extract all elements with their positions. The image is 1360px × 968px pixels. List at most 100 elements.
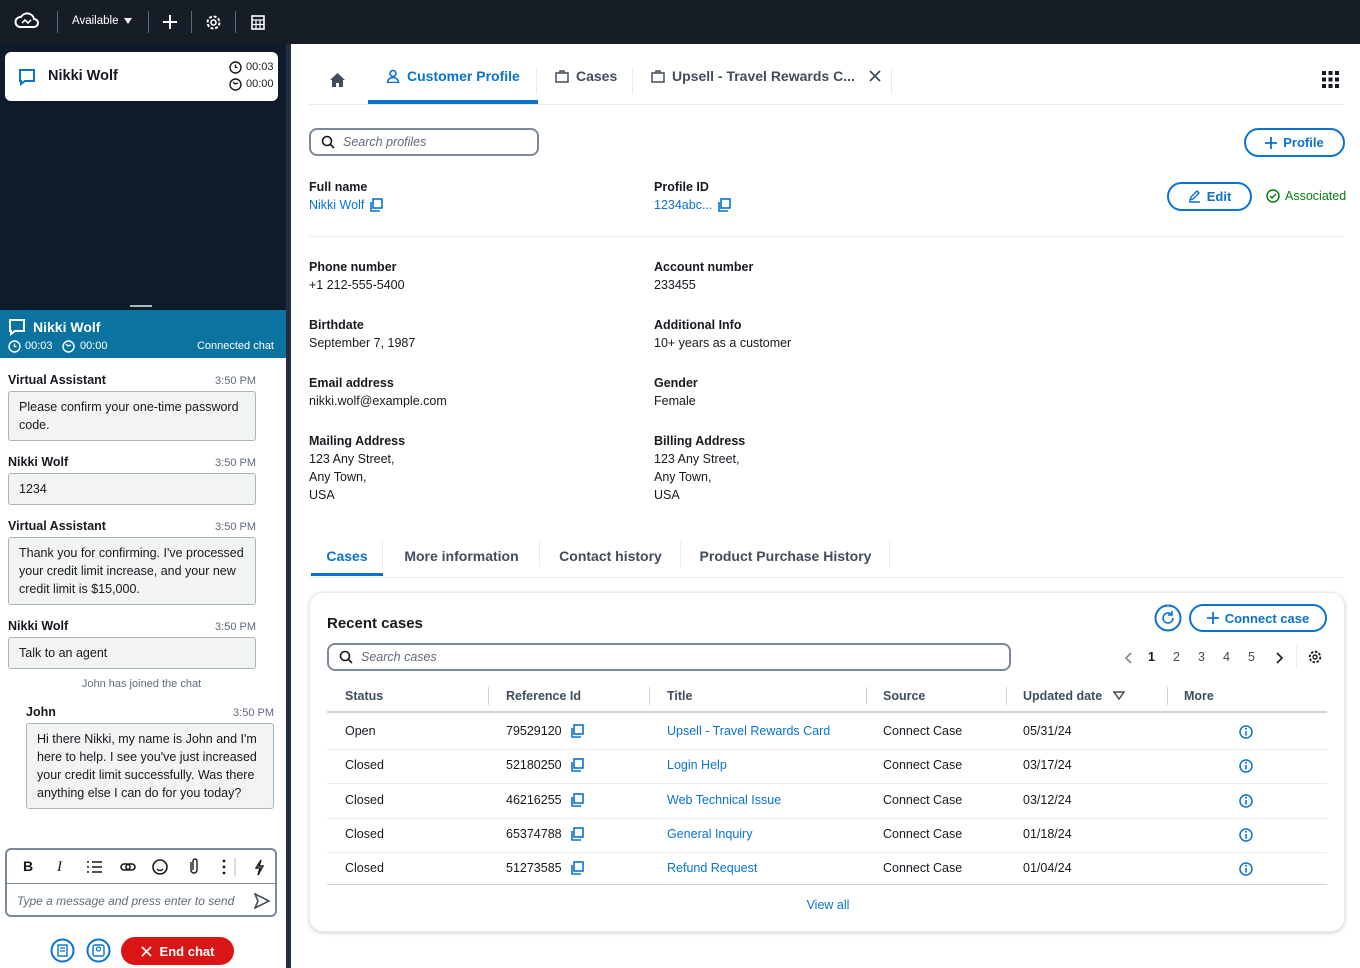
add-icon[interactable]: [162, 14, 178, 30]
logo: [14, 12, 39, 28]
timestamp: 3:50 PM: [215, 375, 256, 387]
profile-search[interactable]: Search profiles: [309, 128, 539, 156]
header-label: Title: [667, 689, 693, 703]
home-tab[interactable]: [329, 72, 346, 88]
tab[interactable]: Customer Profile: [368, 68, 538, 104]
tab-label: Cases: [576, 68, 618, 84]
customer-profile-button[interactable]: [86, 938, 111, 963]
case-details-icon[interactable]: [1239, 793, 1253, 808]
table-cell[interactable]: Login Help: [667, 758, 727, 772]
field-label: Additional Info: [654, 318, 742, 332]
case-title-link[interactable]: Web Technical Issue: [667, 792, 782, 807]
connect-case-button[interactable]: Connect case: [1189, 604, 1327, 632]
calculator-icon[interactable]: [251, 15, 265, 30]
sub-tab[interactable]: More information: [404, 548, 519, 564]
table-bottom: [327, 884, 1327, 885]
message-bubble: Please confirm your one-time password co…: [8, 391, 256, 441]
tab[interactable]: Cases: [537, 68, 633, 104]
copy-icon[interactable]: [570, 758, 584, 773]
tab[interactable]: Upsell - Travel Rewards C...: [633, 68, 891, 104]
end-chat-button[interactable]: End chat: [121, 937, 234, 965]
case-details-icon[interactable]: [1239, 759, 1253, 774]
case-title-link[interactable]: Upsell - Travel Rewards Card: [667, 724, 831, 738]
case-details-icon[interactable]: [1239, 862, 1253, 876]
send-icon[interactable]: [254, 893, 270, 909]
header-label: More: [1184, 689, 1214, 703]
sub-tab[interactable]: Contact history: [559, 548, 662, 564]
case-search[interactable]: Search cases: [327, 643, 1011, 671]
timestamp: 3:50 PM: [215, 521, 256, 533]
copy-icon[interactable]: [369, 198, 384, 212]
page-number[interactable]: 3: [1198, 650, 1205, 664]
page-number[interactable]: 4: [1223, 650, 1230, 664]
settings-icon[interactable]: [205, 14, 222, 31]
value-text[interactable]: Nikki Wolf: [309, 198, 365, 212]
close-tab[interactable]: [868, 69, 882, 83]
tab-separator: [382, 541, 383, 567]
case-details-icon[interactable]: [1239, 828, 1253, 842]
timer: 00:00: [246, 78, 274, 90]
add-profile-button[interactable]: Profile: [1244, 128, 1345, 157]
view-all-link[interactable]: View all: [806, 898, 850, 912]
field-label: Phone number: [309, 260, 397, 274]
table-cell[interactable]: Refund Request: [667, 861, 757, 875]
status-label: Available: [72, 15, 119, 27]
table-cell[interactable]: General Inquiry: [667, 827, 752, 841]
copy-icon[interactable]: [570, 792, 584, 807]
next-page[interactable]: [1272, 651, 1286, 665]
message-header: John 3:50 PM: [26, 705, 274, 719]
contact-card[interactable]: Nikki Wolf 00:03 00:00: [5, 52, 278, 101]
hold-icon: [62, 340, 75, 353]
apps-icon[interactable]: [1322, 71, 1339, 88]
refresh-button[interactable]: [1154, 604, 1182, 632]
chat-event: John has joined the chat: [81, 678, 202, 690]
sub-tab[interactable]: Product Purchase History: [699, 548, 872, 564]
table-cell[interactable]: Upsell - Travel Rewards Card: [667, 724, 830, 738]
column-header[interactable]: Updated date: [1023, 689, 1126, 703]
value-text: September 7, 1987: [309, 336, 416, 350]
table-cell: Connect Case: [883, 758, 962, 772]
copy-icon[interactable]: [570, 724, 584, 738]
value-text: 123 Any Street, Any Town, USA: [309, 452, 395, 502]
cell-text: Closed: [345, 861, 384, 876]
tab-separator: [536, 68, 537, 94]
page-number[interactable]: 5: [1248, 650, 1255, 664]
copy-icon[interactable]: [717, 198, 732, 212]
case-title-link[interactable]: Refund Request: [667, 861, 758, 876]
row-divider: [327, 851, 1327, 853]
cell-text: Connect Case: [883, 861, 963, 876]
table-settings[interactable]: [1308, 650, 1322, 664]
case-details-icon[interactable]: [1239, 725, 1253, 739]
prev-page[interactable]: [1122, 651, 1136, 665]
splitter[interactable]: [286, 44, 291, 968]
value-text[interactable]: 1234abc...: [654, 198, 713, 212]
quick-responses-button[interactable]: [50, 938, 75, 963]
edit-button[interactable]: Edit: [1167, 182, 1252, 211]
row-divider: [327, 817, 1327, 819]
page-number[interactable]: 1: [1148, 650, 1155, 664]
case-title-link[interactable]: Login Help: [667, 758, 727, 773]
separator: [57, 11, 58, 33]
field-value: 123 Any Street, Any Town, USA: [309, 450, 394, 504]
table-cell: Closed: [345, 827, 384, 841]
field-label: Full name: [309, 180, 368, 194]
page-number[interactable]: 2: [1173, 650, 1180, 664]
cell-text: Connect Case: [883, 724, 963, 738]
case-title-link[interactable]: General Inquiry: [667, 826, 753, 841]
message-input[interactable]: Type a message and press enter to send: [17, 894, 235, 908]
copy-icon[interactable]: [570, 861, 584, 875]
table-cell: Connect Case: [883, 793, 962, 807]
sub-tab[interactable]: Cases: [311, 544, 383, 576]
tab-separator: [539, 541, 540, 567]
column-separator: [866, 687, 867, 705]
divider: [7, 883, 275, 884]
message-bubble: Talk to an agent: [8, 637, 256, 669]
format-toolbar[interactable]: B I: [19, 858, 269, 876]
resize-handle[interactable]: [130, 305, 152, 307]
status-dropdown[interactable]: Available: [72, 15, 133, 27]
hold-icon: [229, 78, 242, 91]
row-divider: [327, 783, 1327, 785]
copy-icon[interactable]: [570, 827, 584, 841]
table-cell[interactable]: Web Technical Issue: [667, 793, 781, 807]
